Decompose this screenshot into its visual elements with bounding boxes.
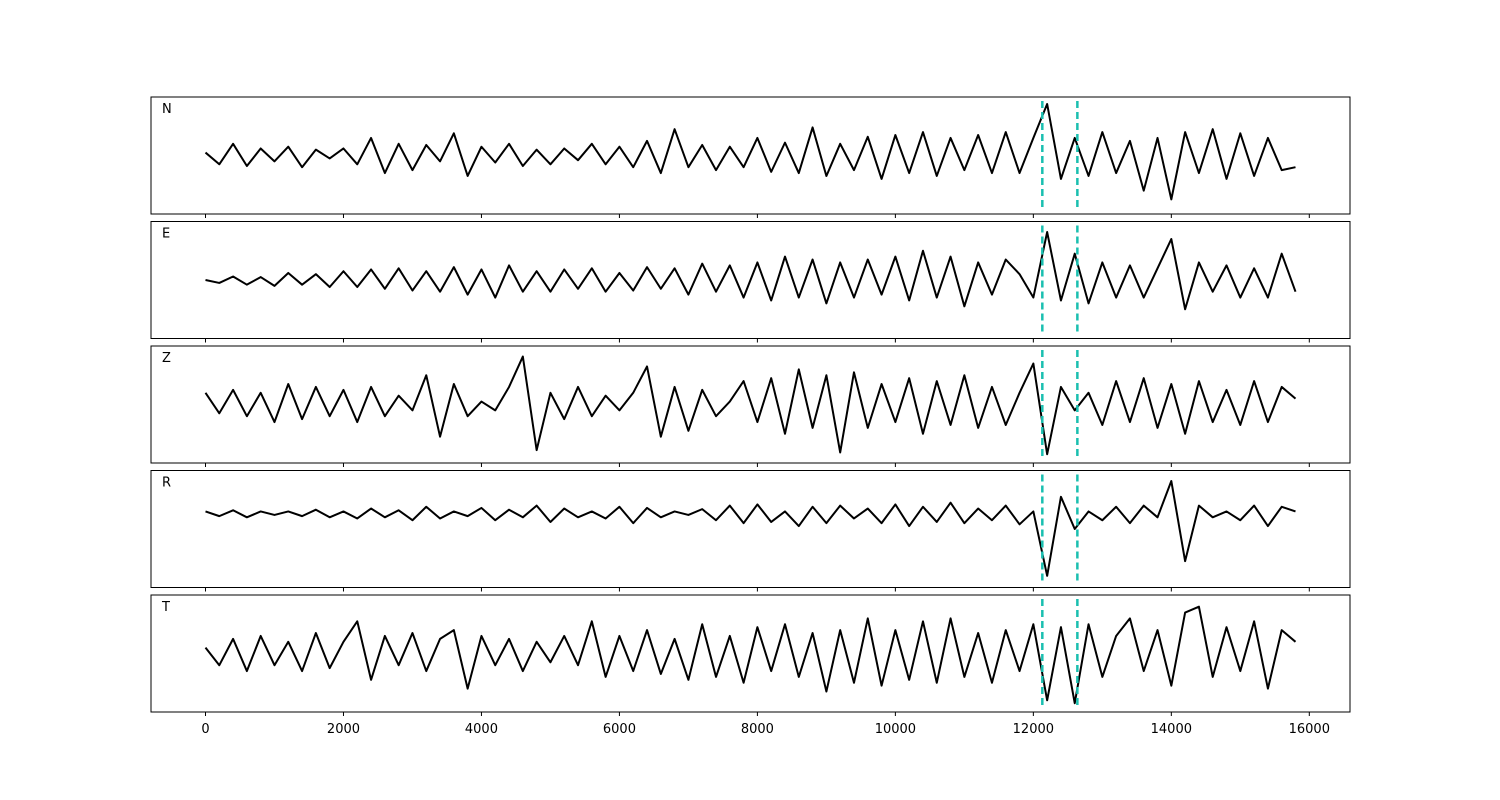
trace — [205, 231, 1297, 311]
x-tick-label: 4000 — [465, 722, 498, 737]
trace — [204, 355, 1297, 456]
x-tick-label: 12000 — [1013, 722, 1054, 737]
x-tick-label: 16000 — [1289, 722, 1330, 737]
panel-label: Z — [162, 351, 171, 366]
panel-label: R — [162, 476, 171, 491]
x-tick-label: 10000 — [875, 722, 916, 737]
x-tick-label: 14000 — [1151, 722, 1192, 737]
panel-label: E — [162, 227, 170, 242]
trace — [205, 480, 1296, 577]
x-tick-label: 0 — [201, 722, 209, 737]
panel-frame — [150, 96, 1351, 215]
trace — [204, 605, 1297, 705]
panel-frame — [150, 470, 1351, 588]
trace — [204, 103, 1296, 201]
x-tick-label: 6000 — [603, 722, 636, 737]
panel-frame — [150, 221, 1351, 339]
panel-frame — [150, 594, 1351, 713]
panel-label: N — [162, 102, 172, 117]
panel-frame — [150, 345, 1351, 464]
x-tick-label: 8000 — [741, 722, 774, 737]
x-tick-label: 2000 — [327, 722, 360, 737]
panel-label: T — [161, 600, 170, 615]
